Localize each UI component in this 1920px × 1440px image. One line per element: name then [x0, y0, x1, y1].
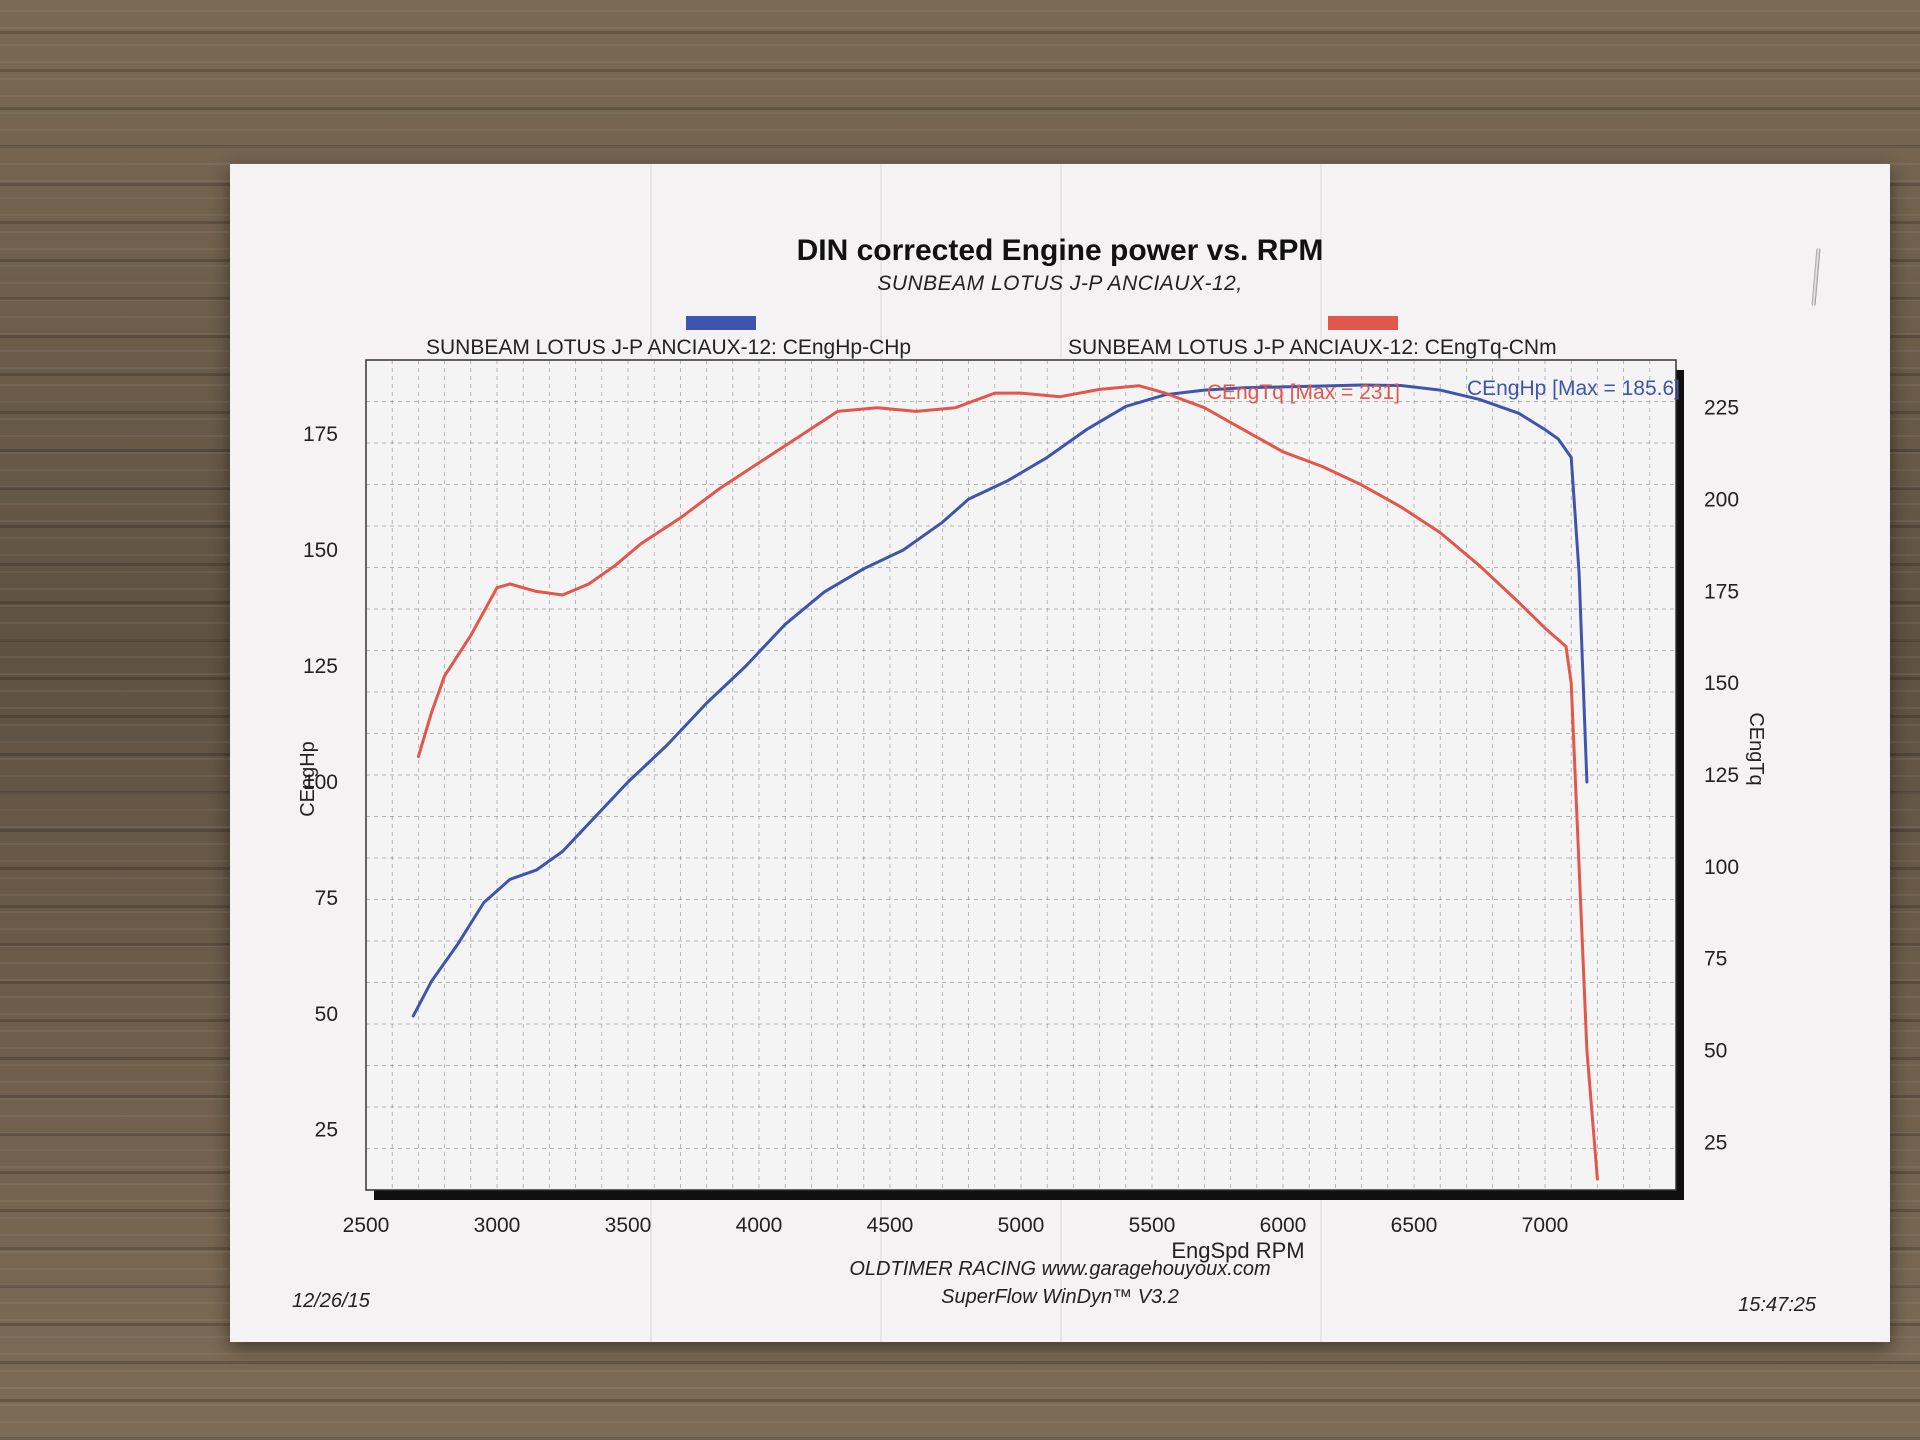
- x-tick-label: 6500: [1391, 1214, 1438, 1237]
- dyno-chart: 2500 3000 3500 4000 4500 5000 5500 6000 6500 7000…: [297, 359, 1767, 1263]
- y-left-tick-label: 50: [315, 1003, 338, 1026]
- footer-software: SuperFlow WinDyn™ V3.2: [941, 1286, 1179, 1308]
- y-left-tick-label: 150: [303, 539, 338, 562]
- y-left-tick-label: 175: [303, 423, 338, 446]
- y-right-tick-label: 225: [1704, 397, 1739, 420]
- x-tick-label: 6000: [1260, 1214, 1307, 1237]
- torque-curve: [416, 384, 1599, 1181]
- y-right-tick-label: 125: [1704, 764, 1739, 787]
- x-tick-label: 2500: [343, 1214, 390, 1237]
- print-time: 15:47:25: [1738, 1294, 1816, 1316]
- axis-ticks: 2500 3000 3500 4000 4500 5000 5500 6000 6500 7000…: [303, 397, 1739, 1237]
- legend-swatch-hp: [686, 316, 756, 330]
- print-date: 12/26/15: [292, 1290, 370, 1312]
- power-curve: [411, 383, 1589, 1018]
- y-right-tick-label: 25: [1704, 1131, 1727, 1154]
- x-tick-label: 3500: [605, 1214, 652, 1237]
- x-tick-label: 4500: [867, 1214, 914, 1237]
- x-tick-label: 4000: [736, 1214, 783, 1237]
- y-left-tick-label: 125: [303, 655, 338, 678]
- x-tick-label: 3000: [474, 1214, 521, 1237]
- x-tick-label: 5500: [1129, 1214, 1176, 1237]
- y-left-tick-label: 25: [315, 1119, 338, 1142]
- y-axis-left-label: CEngHp: [297, 741, 319, 817]
- y-right-tick-label: 50: [1704, 1039, 1727, 1062]
- y-left-tick-label: 100: [303, 771, 338, 794]
- legend-label-tq: SUNBEAM LOTUS J-P ANCIAUX-12: CEngTq-CNm: [1068, 336, 1557, 359]
- grid-lines: [366, 360, 1676, 1190]
- torque-max-annotation: CEngTq [Max = 231]: [1207, 381, 1400, 404]
- y-right-tick-label: 75: [1704, 948, 1727, 971]
- footer-company: OLDTIMER RACING www.garagehouyoux.com: [849, 1258, 1271, 1280]
- legend-swatch-tq: [1328, 316, 1398, 330]
- x-tick-label: 5000: [998, 1214, 1045, 1237]
- legend-label-hp: SUNBEAM LOTUS J-P ANCIAUX-12: CEngHp-CHp: [426, 336, 912, 359]
- x-axis-label: EngSpd RPM: [1171, 1238, 1304, 1263]
- chart-title: DIN corrected Engine power vs. RPM: [796, 234, 1324, 267]
- y-right-tick-label: 175: [1704, 580, 1739, 603]
- y-left-tick-label: 75: [315, 887, 338, 910]
- y-right-tick-label: 100: [1704, 856, 1739, 879]
- chart-subtitle: SUNBEAM LOTUS J-P ANCIAUX-12,: [877, 272, 1243, 295]
- dyno-printout: DIN corrected Engine power vs. RPM SUNBE…: [230, 164, 1890, 1342]
- power-max-annotation: CEngHp [Max = 185.6]: [1467, 377, 1680, 400]
- x-tick-label: 7000: [1522, 1214, 1569, 1237]
- y-right-tick-label: 200: [1704, 489, 1739, 512]
- y-right-tick-label: 150: [1704, 672, 1739, 695]
- y-axis-right-label: CEngTq: [1745, 712, 1767, 785]
- series-lines: [411, 383, 1599, 1181]
